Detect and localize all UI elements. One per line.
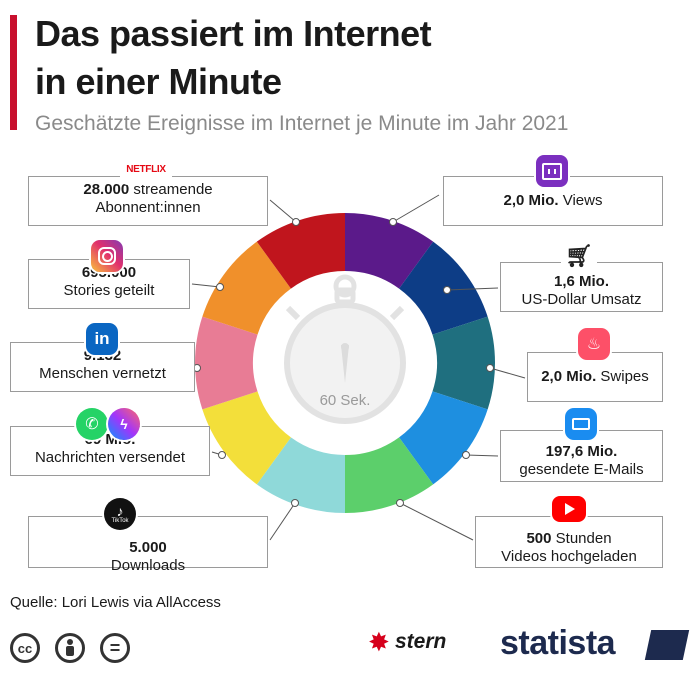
connector-dot [486,364,494,372]
stern-logo-star: ✸ [368,627,390,657]
donut-segment-twitch [345,213,434,289]
donut-segment-e-mail [399,391,488,485]
connector-line [489,367,526,379]
card-tiktok: 5.000 Downloads [28,516,268,574]
netflix-icon: NETFLIX [124,157,168,181]
youtube-icon [552,496,586,522]
card-amazon: 1,6 Mio. US-Dollar Umsatz [500,262,663,312]
donut-segment-youtube [345,437,434,513]
statista-logo-mark [644,630,690,660]
donut-segment-linkedin [194,316,258,410]
donut-segment-instagram [202,241,291,335]
connector-line [446,287,499,291]
connector-dot [216,283,224,291]
connector-line [191,283,221,288]
connector-line [399,502,474,541]
shopping-cart-icon: 🛒︎ [563,240,595,272]
donut-segment-whatsapp-messenger [202,391,291,485]
source-note: Quelle: Lori Lewis via AllAccess [10,594,221,611]
connector-dot [291,499,299,507]
donut-segment-netflix [256,213,345,289]
connector-line [465,454,499,457]
connector-dot [218,451,226,459]
messenger-icon: ϟ [108,408,140,440]
card-whatsapp-messenger: 69 Mio. Nachrichten versendet [10,426,210,476]
attribution-person-icon [55,633,85,663]
card-netflix: 28.000 streamende Abonnent:innen [28,176,268,226]
stopwatch-icon [284,274,406,424]
page-title: Das passiert im Internet in einer Minute [35,13,432,102]
creative-commons-icon: cc [10,633,40,663]
page-subtitle: Geschätzte Ereignisse im Internet je Min… [35,112,569,135]
connector-dot [462,451,470,459]
connector-line [269,199,297,223]
instagram-icon [91,240,123,272]
title-accent-bar [10,15,17,130]
connector-dot [292,218,300,226]
donut-segment-tiktok [256,437,345,513]
linkedin-icon: in [86,323,118,355]
card-youtube: 500 Stunden Videos hochgeladen [475,516,663,568]
mail-icon [565,408,597,440]
no-derivatives-icon: = [100,633,130,663]
tinder-flame-icon: ♨ [578,328,610,360]
whatsapp-icon: ✆ [76,408,108,440]
card-tinder: 2,0 Mio. Swipes [527,352,663,402]
connector-line [269,502,296,541]
donut-segment-tinder [432,316,496,410]
connector-dot [389,218,397,226]
connector-dot [443,286,451,294]
center-label: 60 Sek. [320,392,371,409]
twitch-icon [536,155,568,187]
stern-logo: stern [395,630,447,653]
statista-logo: statista [500,624,616,662]
tiktok-icon: ♪ TikTok [104,498,136,530]
connector-dot [396,499,404,507]
connector-line [392,194,440,223]
donut-segment-amazon [399,241,488,335]
